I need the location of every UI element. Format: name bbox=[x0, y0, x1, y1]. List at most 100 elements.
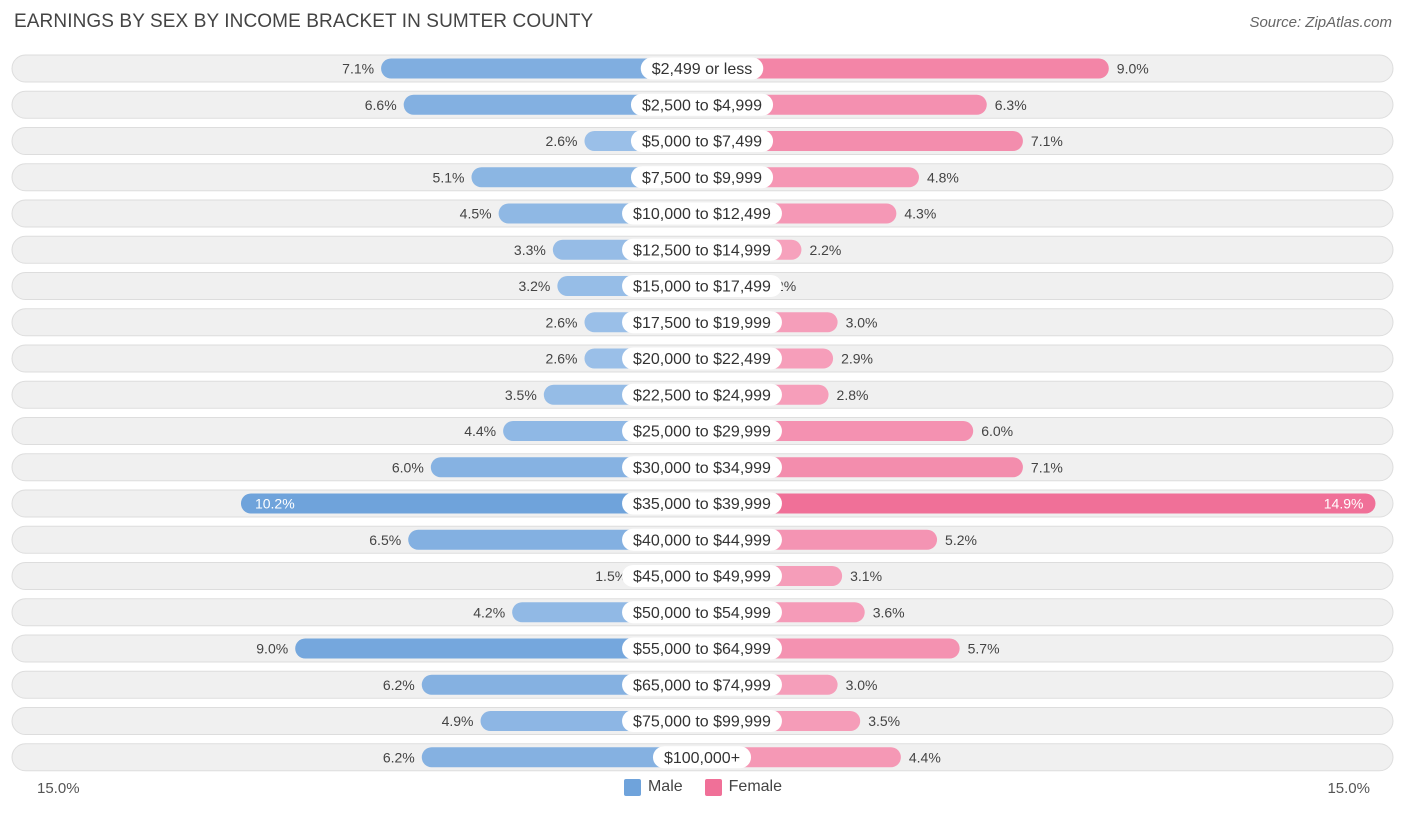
category-label: $10,000 to $12,499 bbox=[633, 206, 771, 223]
female-value-label: 3.0% bbox=[846, 314, 878, 330]
category-pill bbox=[622, 601, 782, 624]
category-label: $2,500 to $4,999 bbox=[642, 97, 762, 114]
male-value-label: 2.6% bbox=[546, 351, 578, 367]
category-pill bbox=[622, 710, 782, 732]
category-label-group: $65,000 to $74,999 bbox=[622, 673, 782, 696]
female-value-label: 4.8% bbox=[927, 169, 959, 185]
axis-label-right: 15.0% bbox=[1327, 780, 1370, 797]
category-label: $40,000 to $44,999 bbox=[633, 532, 771, 549]
axis-label-left: 15.0% bbox=[37, 780, 80, 797]
female-value-label: 5.2% bbox=[945, 532, 977, 548]
category-label-group: $50,000 to $54,999 bbox=[622, 601, 782, 624]
category-pill bbox=[622, 202, 782, 225]
category-label: $22,500 to $24,999 bbox=[633, 387, 771, 404]
category-label-group: $15,000 to $17,499 bbox=[622, 275, 782, 297]
female-value-label: 6.0% bbox=[981, 423, 1013, 439]
category-label: $45,000 to $49,999 bbox=[633, 569, 771, 586]
legend-swatch-female bbox=[704, 778, 722, 796]
female-value-label: 7.1% bbox=[1031, 459, 1063, 475]
chart-title: EARNINGS BY SEX BY INCOME BRACKET IN SUM… bbox=[14, 11, 594, 32]
category-label-group: $40,000 to $44,999 bbox=[622, 528, 782, 551]
female-value-label: 3.6% bbox=[873, 604, 905, 620]
female-value-label: 5.7% bbox=[968, 641, 1000, 657]
female-value-label: 3.0% bbox=[846, 677, 878, 693]
female-value-label: 4.4% bbox=[909, 749, 941, 765]
male-value-label: 3.2% bbox=[518, 278, 550, 294]
female-value-label: 7.1% bbox=[1031, 133, 1063, 149]
category-label-group: $2,500 to $4,999 bbox=[630, 93, 774, 116]
category-label: $17,500 to $19,999 bbox=[633, 315, 771, 332]
male-value-label: 4.9% bbox=[442, 713, 474, 729]
legend-swatch-male bbox=[623, 778, 641, 796]
category-label: $12,500 to $14,999 bbox=[633, 242, 771, 259]
female-bar bbox=[702, 747, 901, 768]
category-label-group: $2,499 or less bbox=[640, 57, 764, 80]
female-bar bbox=[702, 131, 1023, 151]
category-label: $20,000 to $22,499 bbox=[633, 351, 771, 368]
female-value-label: 3.5% bbox=[868, 713, 900, 729]
category-label: $5,000 to $7,499 bbox=[642, 134, 762, 151]
category-pill bbox=[630, 93, 774, 116]
category-label-group: $55,000 to $64,999 bbox=[622, 637, 782, 660]
category-label: $35,000 to $39,999 bbox=[633, 496, 771, 513]
category-label-group: $5,000 to $7,499 bbox=[630, 130, 774, 152]
legend-item-male: Male bbox=[623, 778, 683, 796]
category-label: $2,499 or less bbox=[652, 61, 753, 78]
category-label: $7,500 to $9,999 bbox=[642, 170, 762, 187]
category-label-group: $7,500 to $9,999 bbox=[630, 166, 774, 189]
category-pill bbox=[622, 528, 782, 551]
category-pill bbox=[622, 275, 782, 297]
source-credit: Source: ZipAtlas.com bbox=[1249, 14, 1392, 31]
category-pill bbox=[622, 456, 782, 479]
diverging-bar-chart: 7.1% 9.0% $2,499 or less 6.6% 6.3% $2,500 to … bbox=[11, 54, 1394, 772]
female-value-label: 3.1% bbox=[850, 568, 882, 584]
category-pill bbox=[622, 238, 782, 261]
male-bar bbox=[295, 638, 702, 659]
category-pill bbox=[622, 673, 782, 696]
category-label-group: $17,500 to $19,999 bbox=[622, 311, 782, 334]
category-label-group: $45,000 to $49,999 bbox=[622, 565, 782, 587]
category-label-group: $12,500 to $14,999 bbox=[622, 238, 782, 261]
category-label-group: $22,500 to $24,999 bbox=[622, 383, 782, 406]
female-bar bbox=[702, 94, 987, 115]
female-value-label: 6.3% bbox=[995, 97, 1027, 113]
category-pill bbox=[622, 383, 782, 406]
male-value-label: 6.2% bbox=[383, 749, 415, 765]
female-value-label: 2.9% bbox=[841, 351, 873, 367]
female-value-label: 4.3% bbox=[904, 206, 936, 222]
category-label: $15,000 to $17,499 bbox=[633, 279, 771, 296]
male-value-label: 2.6% bbox=[546, 133, 578, 149]
male-value-label: 4.2% bbox=[473, 604, 505, 620]
male-bar bbox=[381, 58, 702, 79]
category-pill bbox=[622, 637, 782, 660]
male-value-label: 10.2% bbox=[255, 496, 295, 512]
category-label: $50,000 to $54,999 bbox=[633, 605, 771, 622]
category-label: $75,000 to $99,999 bbox=[633, 714, 771, 731]
male-value-label: 5.1% bbox=[433, 169, 465, 185]
male-value-label: 2.6% bbox=[546, 314, 578, 330]
category-pill bbox=[640, 57, 764, 80]
female-value-label: 2.8% bbox=[837, 387, 869, 403]
category-pill bbox=[622, 347, 782, 370]
category-label-group: $20,000 to $22,499 bbox=[622, 347, 782, 370]
legend-label-male: Male bbox=[647, 778, 683, 795]
category-pill bbox=[622, 420, 782, 442]
category-label-group: $30,000 to $34,999 bbox=[622, 456, 782, 479]
category-pill bbox=[622, 565, 782, 587]
legend-item-female: Female bbox=[704, 778, 782, 796]
category-label-group: $10,000 to $12,499 bbox=[622, 202, 782, 225]
male-value-label: 6.6% bbox=[365, 97, 397, 113]
female-bar bbox=[702, 457, 1023, 478]
category-label-group: $35,000 to $39,999 bbox=[622, 492, 782, 515]
category-label: $65,000 to $74,999 bbox=[633, 677, 771, 694]
category-label-group: $75,000 to $99,999 bbox=[622, 710, 782, 732]
category-label: $100,000+ bbox=[664, 750, 740, 767]
male-value-label: 9.0% bbox=[256, 641, 288, 657]
male-value-label: 7.1% bbox=[342, 61, 374, 77]
category-pill bbox=[622, 311, 782, 334]
category-label: $55,000 to $64,999 bbox=[633, 641, 771, 658]
male-value-label: 6.0% bbox=[392, 459, 424, 475]
male-value-label: 6.5% bbox=[369, 532, 401, 548]
male-value-label: 3.3% bbox=[514, 242, 546, 258]
female-bar bbox=[702, 58, 1109, 79]
